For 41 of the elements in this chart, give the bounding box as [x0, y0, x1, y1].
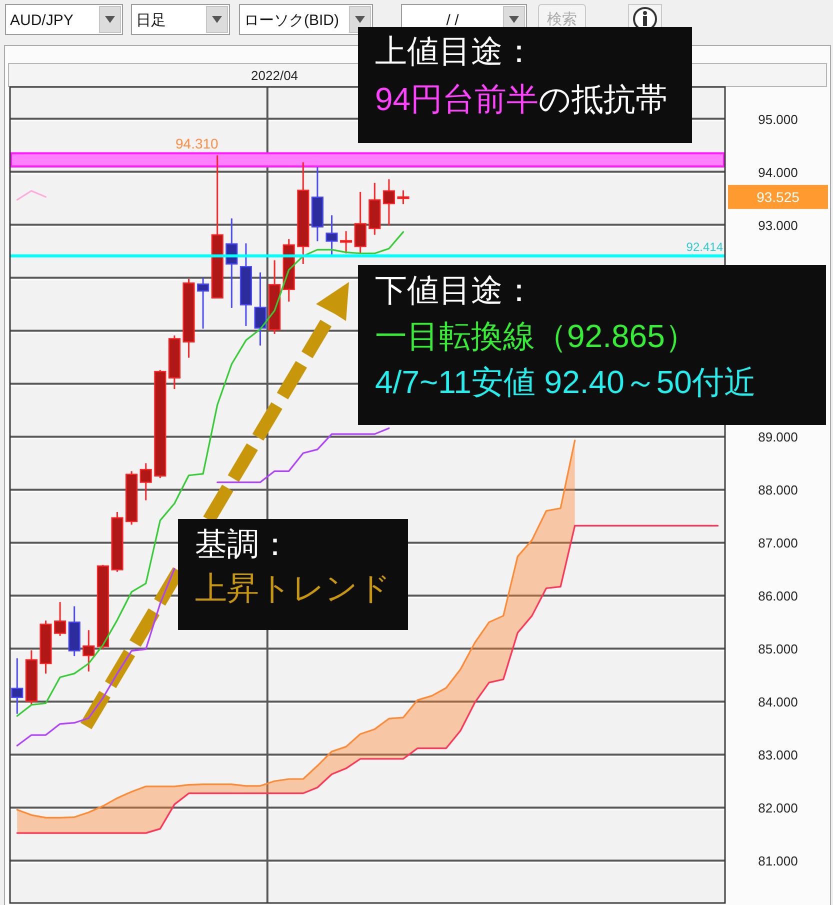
candlestick [354, 191, 366, 254]
candlestick [254, 272, 266, 346]
candlestick [54, 601, 66, 637]
candlestick [382, 178, 395, 226]
y-tick-label: 82.000 [758, 800, 798, 816]
x-tick-label: 2022/04 [251, 68, 298, 83]
annotation: 基調： [195, 526, 291, 562]
annotation: 一目転換線（92.865） [375, 318, 697, 354]
y-tick-label: 94.000 [758, 164, 798, 180]
candlestick [82, 629, 95, 672]
y-tick-label: 81.000 [758, 854, 798, 869]
y-tick-label: 95.000 [758, 112, 798, 127]
y-tick-label: 88.000 [758, 482, 798, 498]
y-tick-label: 87.000 [758, 536, 798, 551]
annotation: 94.310 [176, 135, 219, 152]
note-box: 上値目途： 94円台前半の抵抗帯 [358, 27, 692, 143]
control-dropdown: 日足 [131, 4, 230, 35]
ref-line-label: 92.414 [686, 240, 724, 254]
candlestick [340, 230, 352, 254]
note-box: 基調： 上昇トレンド [178, 519, 408, 630]
candlestick [326, 214, 338, 256]
candlestick [197, 277, 210, 330]
y-tick-label: 83.000 [758, 748, 798, 763]
y-tick-label: 85.000 [758, 642, 798, 657]
annotation: 上昇トレンド [195, 570, 391, 606]
control-dropdown: ローソク(BID) [239, 4, 373, 35]
annotation: 4/7~11安値 92.40～50付近 [375, 364, 756, 400]
annotation: 下値目途： [375, 272, 535, 308]
candlestick [11, 657, 24, 715]
control-dropdown: AUD/JPY [5, 4, 123, 35]
candlestick [397, 190, 410, 205]
price-tag: 93.525 [728, 184, 828, 209]
y-tick-label: 89.000 [758, 430, 798, 445]
y-tick-label: 86.000 [758, 588, 798, 604]
annotation: 94円台前半 [375, 81, 539, 117]
annotation: の抵抗帯 [538, 81, 668, 117]
y-tick-label: 93.000 [758, 218, 798, 233]
note-box: 下値目途： 一目転換線（92.865） 4/7~11安値 92.40～50付近 [358, 265, 826, 425]
y-tick-label: 84.000 [758, 694, 798, 710]
line-series [16, 524, 719, 834]
candlestick [140, 462, 152, 502]
